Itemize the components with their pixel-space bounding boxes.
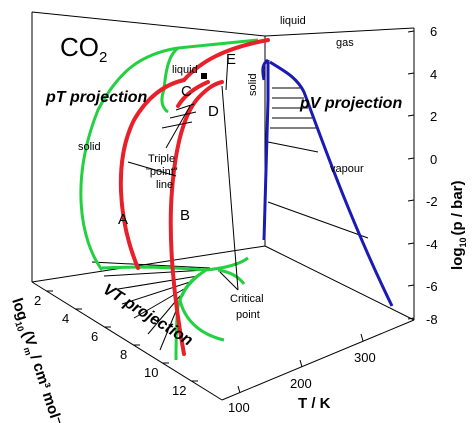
vapour-label-pV: vapour [330, 163, 364, 175]
point-label-D: D [208, 103, 219, 120]
line-B [168, 80, 224, 356]
V-axis-label: log10(Vm/ cm³ mol⁻¹) [6, 296, 68, 423]
svg-text:8: 8 [120, 347, 127, 362]
svg-text:0: 0 [430, 152, 437, 167]
T-axis-tick-labels: 100 200 300 [228, 350, 376, 415]
pV-vapour-branch [269, 60, 394, 307]
critical-point-callout: Critical point [230, 293, 264, 321]
p-axis-tick-labels: 6 4 2 0 -2 -4 -6 -8 [426, 24, 438, 327]
line-C [176, 80, 210, 108]
p-axis-label: log10(p / bar) [449, 180, 468, 270]
VT-boundary [101, 256, 249, 361]
pV-liquid-branch [262, 60, 270, 241]
svg-text:-6: -6 [426, 279, 438, 294]
point-label-C: C [181, 83, 192, 100]
callout-lines [165, 55, 239, 291]
svg-text:10: 10 [144, 365, 158, 380]
box-frame [31, 11, 415, 401]
VT-boundary-low [178, 299, 225, 342]
svg-text:line: line [156, 179, 173, 191]
svg-text:2: 2 [430, 109, 437, 124]
floor-left-edge [31, 281, 223, 401]
point-label-A: A [118, 211, 128, 228]
pT-boundary-outline [79, 38, 259, 271]
V-axis-tick-labels: 2 4 6 8 10 12 [34, 293, 186, 398]
svg-text:Critical: Critical [230, 293, 264, 305]
pV-projection-label: pV projection [299, 95, 402, 112]
line-E [182, 38, 270, 82]
pV-boundary [261, 58, 394, 307]
pT-boundary-inner [160, 46, 179, 114]
svg-text:-4: -4 [426, 237, 438, 252]
T-axis-label: T / K [298, 395, 331, 412]
floor-front-edge [221, 319, 415, 401]
svg-text:6: 6 [430, 24, 437, 39]
pV-tie-lines [267, 87, 369, 239]
svg-text:-2: -2 [426, 194, 438, 209]
VT-boundary-liquid-branch [101, 256, 249, 272]
svg-text:point: point [236, 309, 260, 321]
triple-point-callout: Triple "point" line [146, 153, 178, 191]
p-axis-ticks [407, 30, 415, 320]
VT-boundary-outer [217, 268, 246, 285]
floor-back-edge [31, 245, 266, 283]
co2-title: CO2 [60, 32, 107, 66]
line-A [118, 78, 186, 270]
svg-text:300: 300 [354, 350, 376, 365]
back-top-edge [31, 11, 266, 37]
pT-phase-lines [118, 38, 270, 356]
svg-text:2: 2 [34, 293, 41, 308]
pV-solid-branch [261, 58, 269, 81]
svg-text:-8: -8 [426, 312, 438, 327]
VT-projection-label: VT projection [100, 281, 196, 350]
floor-right-edge [264, 245, 415, 321]
VT-boundary-solid-branch [180, 268, 207, 297]
point-label-E: E [226, 51, 236, 68]
VT-tie-lines [91, 261, 211, 351]
liquid-label-pV: liquid [280, 15, 306, 27]
svg-text:200: 200 [290, 376, 312, 391]
solid-label-pT: solid [78, 141, 101, 153]
svg-text:4: 4 [430, 67, 437, 82]
point-label-B: B [180, 207, 190, 224]
T-axis-ticks [237, 333, 364, 394]
pT-projection-label: pT projection [45, 89, 148, 106]
pT-tie-lines [127, 103, 197, 177]
svg-text:6: 6 [91, 329, 98, 344]
svg-text:4: 4 [62, 311, 69, 326]
svg-text:12: 12 [172, 383, 186, 398]
right-top-edge [264, 27, 415, 37]
critical-point-marker [201, 73, 207, 79]
liquid-label-pT: liquid [172, 64, 198, 76]
svg-text:"point": "point" [146, 166, 178, 178]
gas-label-pV: gas [336, 37, 354, 49]
svg-text:100: 100 [228, 400, 250, 415]
svg-text:Triple: Triple [148, 153, 175, 165]
solid-label-pV: solid [247, 73, 259, 96]
V-axis-ticks [46, 290, 198, 382]
